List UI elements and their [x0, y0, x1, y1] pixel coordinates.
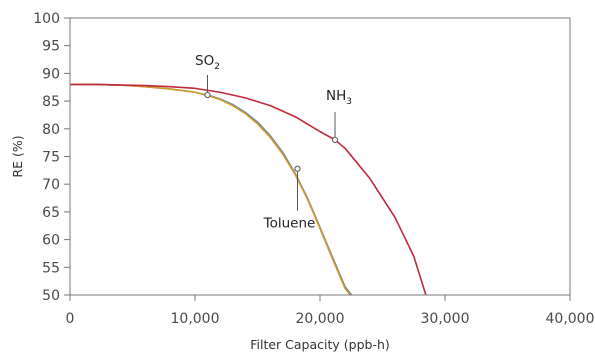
series-line-1	[70, 83, 352, 295]
y-tick-label: 50	[42, 288, 60, 304]
y-tick-label: 55	[42, 260, 60, 276]
annotation-marker	[294, 165, 301, 172]
y-tick-label: 85	[42, 94, 60, 110]
annotation-label: NH3	[326, 88, 352, 107]
annotation-label: Toluene	[263, 216, 316, 232]
y-tick-label: 60	[42, 233, 60, 249]
x-tick-label: 40,000	[546, 311, 595, 327]
y-tick-label: 100	[33, 11, 60, 27]
x-tick-label: 20,000	[296, 311, 345, 327]
annotation-marker	[331, 136, 339, 143]
y-tick-label: 70	[42, 177, 60, 193]
y-axis-title: RE (%)	[10, 135, 25, 177]
series-line-0	[70, 83, 353, 295]
series-layer	[70, 83, 427, 295]
y-tick-label: 80	[42, 122, 60, 138]
y-tick-label: 75	[42, 150, 60, 166]
x-tick-label: 0	[66, 311, 75, 327]
y-tick-label: 90	[42, 66, 60, 82]
series-line-2	[70, 83, 427, 295]
y-tick-label: 95	[42, 39, 60, 55]
annotations-layer: SO2 NH3 Toluene	[195, 53, 352, 232]
x-axis-title: Filter Capacity (ppb-h)	[250, 337, 390, 352]
annotation-label: SO2	[195, 53, 220, 72]
y-tick-label: 65	[42, 205, 60, 221]
x-tick-label: 10,000	[171, 311, 220, 327]
plot-area-frame	[69, 17, 571, 296]
annotation-marker	[204, 91, 211, 99]
ticks-layer: 50 55 60 65 70 75 80 85 90 95 100 0 10,000 20,000 30,0…	[33, 11, 594, 327]
x-tick-label: 30,000	[421, 311, 470, 327]
